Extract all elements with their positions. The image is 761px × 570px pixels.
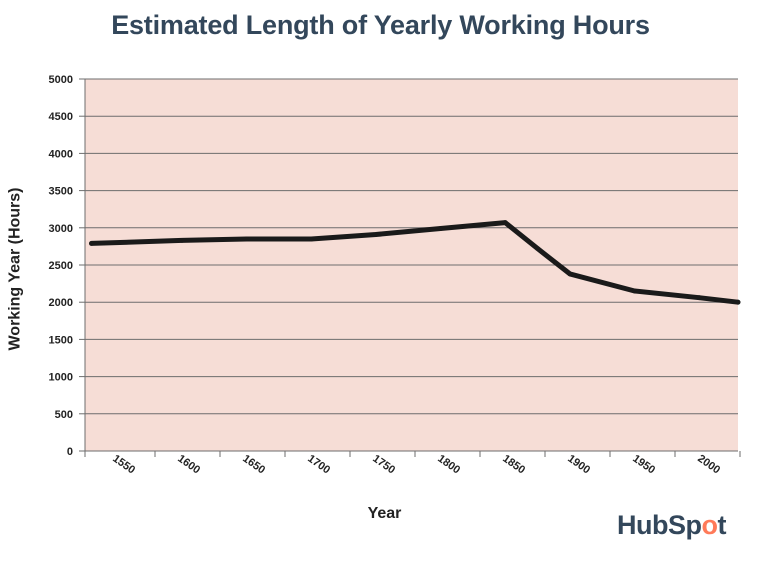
series-line <box>89 220 741 305</box>
x-tick-label: 1850 <box>500 453 527 477</box>
data-point <box>735 299 741 305</box>
logo-text-end: t <box>717 510 727 540</box>
data-point <box>89 241 94 246</box>
x-tick-label: 1800 <box>435 453 462 477</box>
chart-title: Estimated Length of Yearly Working Hours <box>111 10 650 40</box>
logo-text-start: HubSp <box>617 510 702 540</box>
x-tick-label: 1600 <box>175 453 202 477</box>
y-tick-label: 3500 <box>49 186 73 198</box>
y-tick-label: 1000 <box>49 372 73 384</box>
y-tick-label: 2000 <box>49 297 73 309</box>
data-point <box>244 236 250 242</box>
data-point <box>308 236 314 242</box>
y-tick-label: 2500 <box>49 260 73 272</box>
x-tick-label: 1750 <box>370 453 397 477</box>
data-point <box>632 288 637 294</box>
y-tick-label: 1500 <box>49 334 73 346</box>
data-point <box>502 220 508 226</box>
hubspot-logo: HubSpot <box>617 510 726 541</box>
x-tick-label: 1550 <box>110 453 137 477</box>
logo-sprocket-icon: o <box>701 510 719 540</box>
data-point <box>438 226 443 231</box>
x-axis-label: Year <box>367 505 402 522</box>
x-tick-label: 1700 <box>305 453 332 477</box>
data-point <box>535 246 540 252</box>
data-point <box>567 271 573 277</box>
y-axis-label: Working Year (Hours) <box>6 187 24 351</box>
y-tick-label: 0 <box>67 446 73 458</box>
x-tick-label: 1950 <box>630 453 657 477</box>
data-point <box>373 232 379 237</box>
y-tick-label: 5000 <box>49 74 73 86</box>
y-tick-label: 3000 <box>49 223 73 235</box>
x-tick-label: 1900 <box>565 453 592 477</box>
x-tick-label: 1650 <box>240 453 267 477</box>
data-point <box>696 295 702 301</box>
x-tick-label: 2000 <box>695 453 722 477</box>
y-tick-label: 500 <box>55 409 73 421</box>
y-tick-label: 4000 <box>49 148 73 160</box>
y-tick-label: 4500 <box>49 111 73 123</box>
data-point <box>179 238 185 243</box>
